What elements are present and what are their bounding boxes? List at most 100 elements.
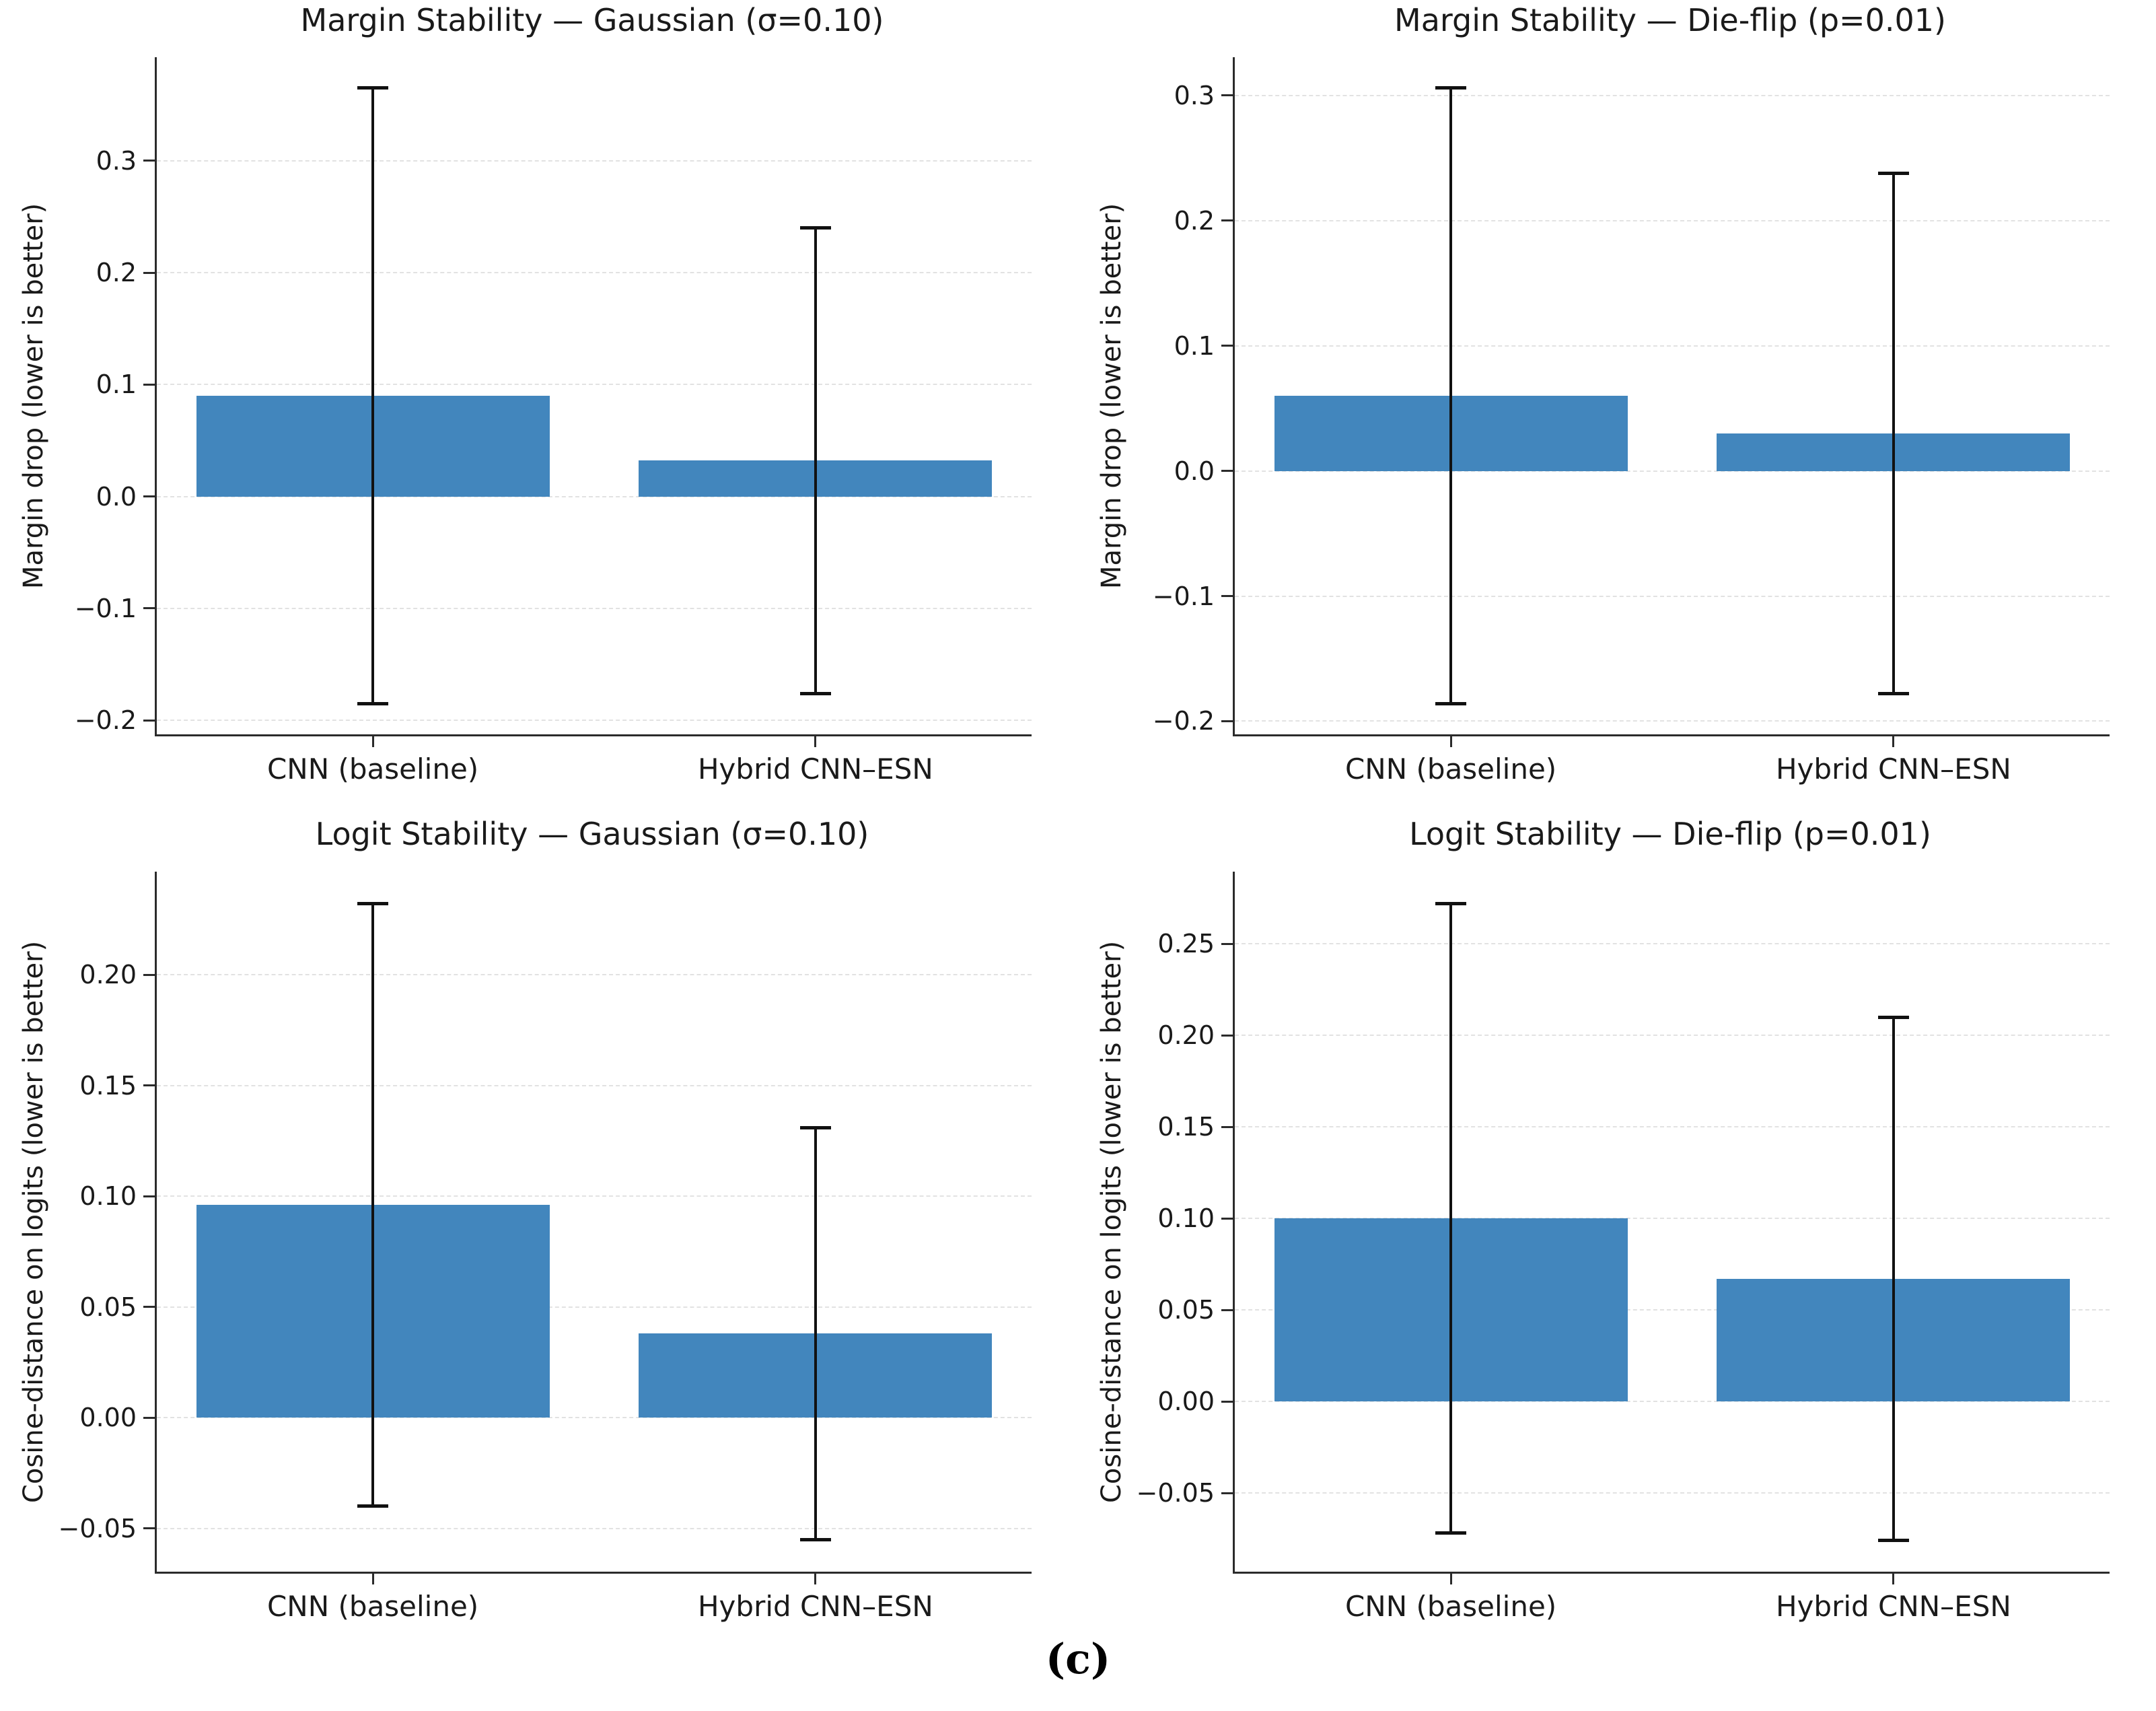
y-tick-mark — [143, 1527, 155, 1530]
error-bar-cap-top — [1435, 902, 1467, 906]
error-bar-line — [1892, 1017, 1895, 1541]
gridline — [1235, 1218, 2110, 1220]
y-tick-mark — [1221, 470, 1233, 473]
chart-margin-stability-dieflip: Margin Stability — Die-flip (p=0.01) Mar… — [1078, 0, 2156, 785]
x-tick-label: Hybrid CNN–ESN — [697, 1590, 933, 1623]
gridline — [1235, 720, 2110, 722]
y-tick-label: 0.00 — [79, 1403, 137, 1433]
plot-area: −0.2 −0.1 0.0 0.1 0.2 0.3 CNN (baseline) Hybrid… — [75, 57, 1032, 785]
chart-logit-stability-gaussian: Logit Stability — Gaussian (σ=0.10) Cosi… — [0, 804, 1078, 1623]
x-tick-mark — [371, 736, 374, 747]
y-tick-mark — [1221, 595, 1233, 598]
y-tick-label: −0.1 — [1152, 581, 1215, 611]
y-tick-label: 0.20 — [79, 960, 137, 990]
error-bar-cap-top — [799, 226, 831, 230]
y-tick-mark — [1221, 1400, 1233, 1403]
error-bar-cap-bottom — [799, 1537, 831, 1541]
y-tick-label: 0.10 — [79, 1181, 137, 1212]
y-tick-mark — [143, 607, 155, 610]
error-bar-cap-top — [1877, 1015, 1909, 1019]
gridline — [157, 1084, 1032, 1086]
gridline — [1235, 1309, 2110, 1311]
gridline — [157, 160, 1032, 162]
chart-title: Margin Stability — Die-flip (p=0.01) — [1394, 2, 1946, 38]
y-tick-label: 0.05 — [79, 1292, 137, 1322]
error-bar-cap-top — [1877, 171, 1909, 175]
y-tick-label: −0.2 — [74, 705, 137, 736]
error-bar-line — [371, 903, 375, 1506]
y-tick-label: 0.2 — [96, 258, 137, 288]
y-tick-label: 0.3 — [96, 145, 137, 176]
chart-title: Logit Stability — Die-flip (p=0.01) — [1409, 816, 1931, 852]
error-bar-line — [1449, 88, 1453, 704]
y-tick-mark — [1221, 1308, 1233, 1311]
gridline — [157, 607, 1032, 609]
y-tick-label: −0.05 — [1136, 1478, 1215, 1508]
y-tick-mark — [143, 383, 155, 386]
x-tick-label: Hybrid CNN–ESN — [1775, 1590, 2011, 1623]
error-bar-line — [1892, 173, 1895, 694]
gridline — [157, 1527, 1032, 1529]
gridline — [1235, 470, 2110, 472]
gridline — [1235, 943, 2110, 945]
gridline — [1235, 1126, 2110, 1128]
y-tick-mark — [1221, 94, 1233, 97]
y-tick-label: 0.1 — [1174, 330, 1215, 361]
y-tick-label: 0.05 — [1157, 1295, 1215, 1325]
y-axis-label: Margin drop (lower is better) — [1096, 203, 1127, 589]
y-tick-mark — [143, 160, 155, 162]
y-tick-mark — [1221, 1125, 1233, 1128]
y-tick-mark — [143, 1306, 155, 1308]
error-bar-cap-bottom — [357, 1504, 389, 1508]
x-tick-mark — [371, 1574, 374, 1584]
gridline — [157, 1306, 1032, 1308]
y-tick-label: −0.1 — [74, 593, 137, 623]
error-bar-cap-bottom — [799, 691, 831, 695]
y-tick-mark — [1221, 1492, 1233, 1494]
y-tick-mark — [1221, 345, 1233, 347]
gridline — [157, 384, 1032, 386]
gridline — [157, 272, 1032, 274]
gridline — [1235, 595, 2110, 597]
gridline — [1235, 1035, 2110, 1037]
y-tick-label: 0.00 — [1157, 1387, 1215, 1417]
gridline — [1235, 1401, 2110, 1403]
chart-title: Margin Stability — Gaussian (σ=0.10) — [300, 2, 884, 38]
error-bar-line — [1449, 903, 1453, 1533]
y-tick-mark — [1221, 942, 1233, 945]
gridline — [157, 974, 1032, 976]
error-bar-line — [814, 228, 817, 694]
y-tick-mark — [143, 1195, 155, 1197]
y-tick-mark — [143, 271, 155, 274]
plot-area: −0.05 0.00 0.05 0.10 0.15 0.20 0.25 CNN (baseli… — [1137, 872, 2110, 1623]
x-tick-label: CNN (baseline) — [1344, 753, 1557, 785]
y-tick-label: 0.1 — [96, 370, 137, 400]
error-bar-cap-top — [357, 86, 389, 90]
error-bar-cap-top — [1435, 86, 1467, 90]
error-bar-cap-bottom — [1877, 1539, 1909, 1543]
y-tick-label: 0.10 — [1157, 1203, 1215, 1234]
chart-margin-stability-gaussian: Margin Stability — Gaussian (σ=0.10) Mar… — [0, 0, 1078, 785]
gridline — [1235, 219, 2110, 221]
x-tick-mark — [1449, 1574, 1452, 1584]
x-tick-label: Hybrid CNN–ESN — [697, 753, 933, 785]
gridline — [1235, 345, 2110, 347]
y-tick-mark — [1221, 1217, 1233, 1220]
y-tick-mark — [1221, 219, 1233, 222]
error-bar-cap-bottom — [1435, 701, 1467, 705]
gridline — [157, 1417, 1032, 1419]
x-tick-label: CNN (baseline) — [266, 753, 479, 785]
y-tick-mark — [1221, 1034, 1233, 1037]
gridline — [1235, 94, 2110, 96]
chart-title: Logit Stability — Gaussian (σ=0.10) — [315, 816, 869, 852]
x-tick-mark — [814, 1574, 817, 1584]
y-tick-mark — [143, 1416, 155, 1419]
y-tick-label: 0.20 — [1157, 1020, 1215, 1051]
chart-logit-stability-dieflip: Logit Stability — Die-flip (p=0.01) Cosi… — [1078, 804, 2156, 1623]
x-tick-mark — [814, 736, 817, 747]
error-bar-cap-bottom — [357, 701, 389, 705]
y-tick-mark — [143, 973, 155, 976]
error-bar-line — [371, 88, 375, 704]
y-tick-label: 0.2 — [1174, 205, 1215, 236]
